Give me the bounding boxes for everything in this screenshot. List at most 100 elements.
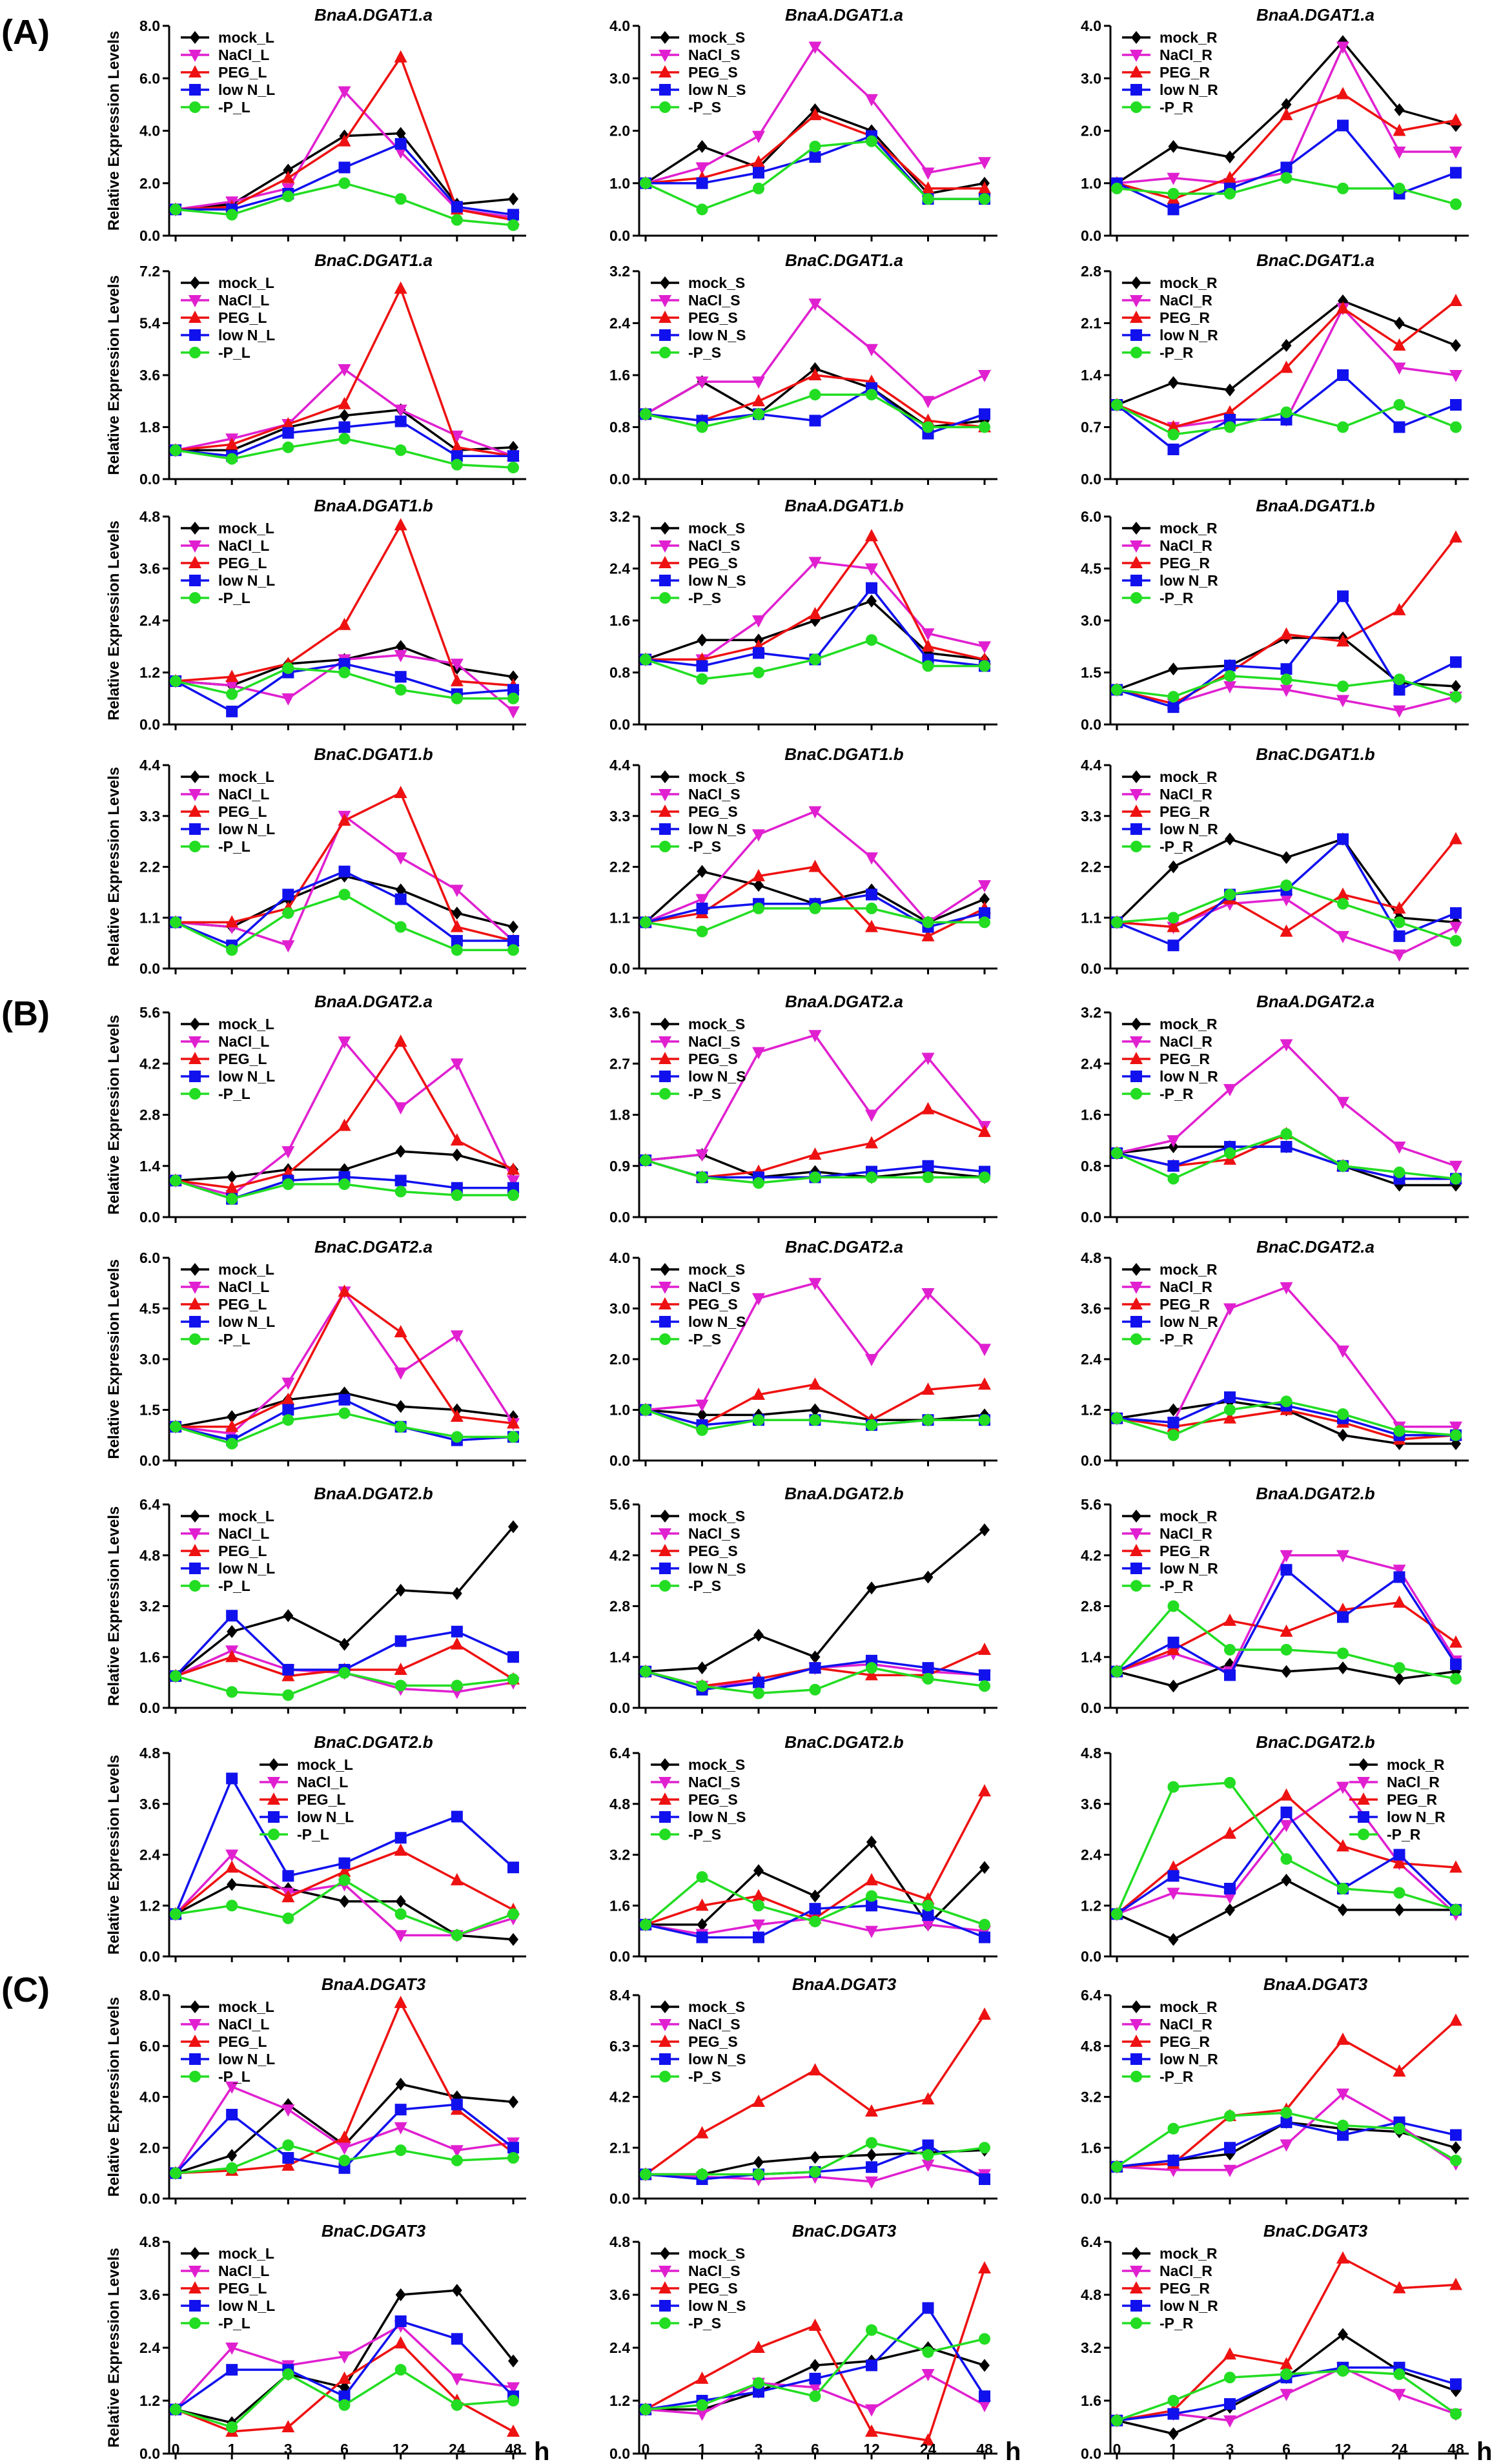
legend-entry: low N_S <box>688 81 746 98</box>
legend-entry: -P_L <box>218 838 250 855</box>
data-point <box>225 2343 239 2355</box>
data-point <box>695 376 709 389</box>
y-tick-label: 0.0 <box>139 1452 160 1469</box>
legend-entry: NaCl_L <box>218 1525 269 1542</box>
y-tick-label: 1.2 <box>139 664 160 681</box>
y-tick-label: 4.8 <box>139 2233 160 2250</box>
data-point <box>695 2408 709 2421</box>
data-point <box>282 190 294 203</box>
data-point <box>1223 170 1236 183</box>
y-tick-label: 0.0 <box>609 1948 630 1965</box>
y-tick-label: 0.0 <box>1081 1452 1101 1469</box>
data-point <box>753 2377 764 2389</box>
data-point <box>1167 172 1180 185</box>
data-point <box>922 1414 934 1426</box>
data-point <box>450 2145 464 2158</box>
data-point <box>507 684 519 696</box>
data-point <box>1111 684 1123 696</box>
data-point <box>394 1325 407 1338</box>
data-point <box>1224 670 1236 682</box>
expression-panel: 0.0 0.8 1.6 2.4 3.2 BnaA.DGAT2.a mock_RNaCl_RP… <box>1081 992 1469 1226</box>
y-tick-label: 8.0 <box>139 1987 160 2004</box>
data-point <box>752 2341 765 2353</box>
data-point <box>451 1625 463 1637</box>
panel-title: BnaC.DGAT1.a <box>1256 251 1374 270</box>
data-point <box>1111 182 1123 194</box>
data-point <box>226 453 238 465</box>
data-point <box>1280 673 1292 686</box>
data-point <box>282 1663 294 1676</box>
legend-entry: low N_L <box>218 81 275 98</box>
data-point <box>1224 1883 1236 1894</box>
legend-marker <box>189 1297 201 1309</box>
y-tick-label: 0.0 <box>139 2190 160 2207</box>
legend-entry: NaCl_S <box>688 1033 741 1050</box>
x-tick-label: 6 <box>1282 2441 1291 2457</box>
data-point <box>1393 2388 1406 2401</box>
data-point <box>696 1931 708 1944</box>
data-point <box>1167 1643 1180 1655</box>
data-point <box>1336 41 1349 54</box>
y-tick-label: 4.2 <box>609 1547 630 1564</box>
data-point <box>1223 1303 1236 1316</box>
data-point <box>1223 1614 1236 1626</box>
legend-marker <box>1130 540 1143 553</box>
legend-marker <box>268 1811 280 1823</box>
data-point <box>1280 1550 1293 1563</box>
data-point <box>753 647 764 659</box>
data-point <box>507 219 519 231</box>
legend-marker <box>189 1580 201 1592</box>
legend-marker <box>659 1563 671 1574</box>
data-point <box>225 1419 239 1432</box>
data-point <box>394 1102 407 1115</box>
legend-entry: low N_R <box>1160 1068 1218 1085</box>
legend-entry: NaCl_R <box>1160 2016 1212 2033</box>
legend-entry: low N_L <box>218 2051 275 2067</box>
data-point <box>921 181 935 194</box>
data-point <box>753 1676 764 1688</box>
data-point <box>752 155 765 168</box>
y-tick-label: 0.0 <box>1081 2445 1101 2462</box>
legend-entry: mock_S <box>688 768 745 785</box>
y-tick-label: 4.8 <box>1081 2038 1101 2055</box>
data-point <box>1280 172 1292 184</box>
legend-marker <box>189 805 201 817</box>
legend-entry: PEG_R <box>1160 2033 1210 2050</box>
panel-title: BnaC.DGAT2.b <box>314 1732 433 1752</box>
data-point <box>1449 2277 1462 2290</box>
data-point <box>1168 376 1179 389</box>
y-tick-label: 0.0 <box>139 1209 160 1226</box>
data-point <box>865 1872 878 1885</box>
y-tick-label: 2.4 <box>139 1847 160 1863</box>
legend-entry: -P_S <box>688 1331 721 1348</box>
x-tick-label: 3 <box>755 2441 763 2457</box>
data-point <box>978 641 991 654</box>
data-point <box>696 2168 708 2180</box>
legend-marker <box>1130 1528 1143 1541</box>
expression-panel: 0.0 1.2 2.4 3.6 4.8 BnaA.DGAT1.b Relative Expr… <box>105 496 526 733</box>
data-point <box>451 214 463 226</box>
y-tick-label: 0.7 <box>1081 419 1101 436</box>
data-point <box>1223 1411 1236 1424</box>
data-point <box>753 1864 764 1878</box>
legend-entry: PEG_L <box>218 2280 267 2297</box>
legend-entry: PEG_L <box>218 2033 267 2050</box>
data-point <box>808 1030 822 1043</box>
data-point <box>282 662 294 674</box>
y-tick-label: 0.0 <box>1081 227 1101 244</box>
data-point <box>1337 1883 1349 1894</box>
legend-entry: NaCl_S <box>688 1774 741 1790</box>
y-tick-label: 2.0 <box>139 2139 160 2156</box>
data-point <box>170 1670 181 1682</box>
data-point <box>394 2104 407 2116</box>
y-tick-label: 4.4 <box>139 757 160 774</box>
y-tick-label: 0.0 <box>1081 2190 1101 2207</box>
data-point <box>281 940 295 953</box>
data-point <box>1280 627 1293 640</box>
data-point <box>227 1410 238 1423</box>
data-point <box>281 1377 295 1390</box>
panel-title: BnaC.DGAT1.b <box>1256 744 1375 764</box>
legend-entry: NaCl_L <box>218 2262 269 2279</box>
legend-marker <box>1130 2266 1143 2278</box>
data-point <box>394 1034 407 1047</box>
